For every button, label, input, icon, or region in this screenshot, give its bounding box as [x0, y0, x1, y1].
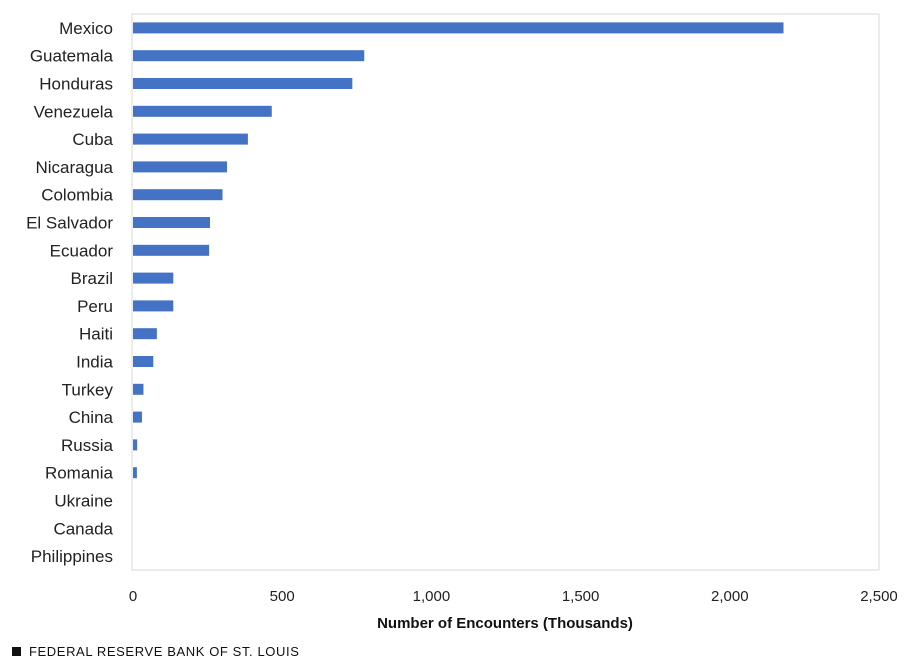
x-tick-label: 500 [270, 588, 295, 605]
category-label: Venezuela [34, 102, 114, 121]
category-label: Turkey [62, 380, 114, 399]
x-axis-ticks: 0 500 1,000 1,500 2,000 2,500 [129, 588, 898, 605]
x-tick-label: 1,500 [562, 588, 600, 605]
bar-mexico [133, 22, 784, 34]
bar-guatemala [133, 50, 365, 62]
category-label: Canada [53, 519, 113, 538]
category-label: Romania [45, 464, 114, 483]
category-label: Ukraine [54, 492, 113, 511]
source-footer: FEDERAL RESERVE BANK OF ST. LOUIS [12, 644, 299, 659]
bar-russia [133, 439, 138, 451]
plot-area [131, 13, 880, 571]
category-label: Guatemala [30, 47, 114, 66]
square-bullet-icon [12, 647, 21, 656]
bars [133, 22, 784, 479]
bar-brazil [133, 272, 174, 284]
bar-chart: Mexico Guatemala Honduras Venezuela Cuba Nica… [26, 13, 898, 632]
bar-turkey [133, 383, 144, 395]
category-label: Mexico [59, 19, 113, 38]
category-label: Peru [77, 297, 113, 316]
category-label: Colombia [41, 186, 113, 205]
x-tick-label: 1,000 [413, 588, 451, 605]
category-label: Ecuador [50, 241, 114, 260]
bar-romania [133, 467, 137, 479]
source-label: FEDERAL RESERVE BANK OF ST. LOUIS [29, 644, 300, 659]
bar-colombia [133, 189, 223, 201]
x-tick-label: 2,500 [860, 588, 898, 605]
bar-haiti [133, 328, 157, 340]
x-axis-title: Number of Encounters (Thousands) [377, 615, 633, 632]
category-label: Haiti [79, 325, 113, 344]
category-label: Russia [61, 436, 114, 455]
category-label: Cuba [72, 130, 113, 149]
category-label: Philippines [31, 547, 113, 566]
bar-nicaragua [133, 161, 227, 173]
bar-peru [133, 300, 174, 312]
category-label: El Salvador [26, 214, 113, 233]
x-tick-label: 2,000 [711, 588, 749, 605]
bar-china [133, 411, 142, 423]
bar-el-salvador [133, 217, 210, 228]
bar-india [133, 356, 154, 367]
bar-ecuador [133, 244, 210, 256]
category-label: India [76, 353, 113, 372]
bar-venezuela [133, 105, 272, 117]
category-label: Brazil [70, 269, 113, 288]
category-label: Honduras [39, 75, 113, 94]
bar-cuba [133, 133, 248, 145]
category-labels: Mexico Guatemala Honduras Venezuela Cuba Nica… [26, 19, 113, 566]
category-label: Nicaragua [36, 158, 114, 177]
x-tick-label: 0 [129, 588, 137, 605]
category-label: China [69, 408, 114, 427]
bar-honduras [133, 78, 353, 89]
